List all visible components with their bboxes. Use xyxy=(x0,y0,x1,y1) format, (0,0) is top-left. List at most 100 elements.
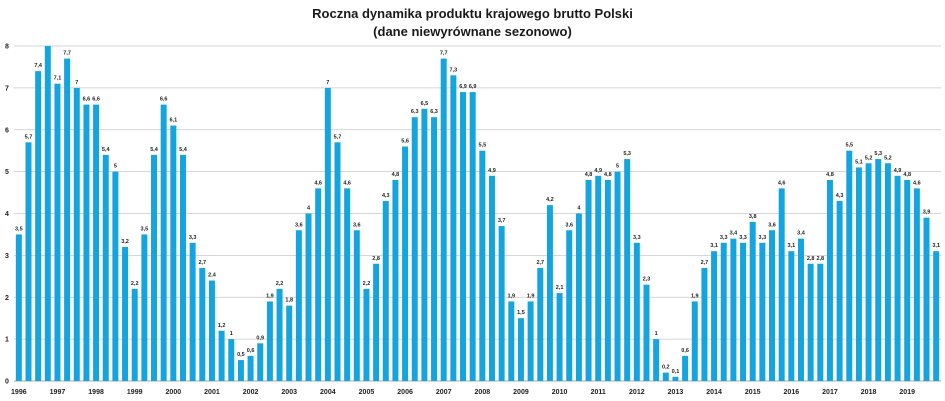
bar xyxy=(151,154,158,381)
data-label: 5,7 xyxy=(334,134,342,140)
data-label: 5,3 xyxy=(623,151,631,157)
x-tick-label: 2006 xyxy=(397,389,413,396)
bar xyxy=(672,376,679,381)
bar xyxy=(633,242,640,381)
data-label: 0,6 xyxy=(681,348,689,354)
bar xyxy=(141,234,148,381)
data-label: 2,2 xyxy=(363,281,371,287)
data-label: 3,6 xyxy=(295,222,303,228)
data-label: 0,5 xyxy=(237,352,245,358)
data-label: 1,8 xyxy=(285,298,293,304)
bar xyxy=(64,58,71,381)
data-label: 6,6 xyxy=(92,97,100,103)
bar xyxy=(189,242,196,381)
data-label: 3,9 xyxy=(923,210,931,216)
data-label: 7 xyxy=(75,80,78,86)
data-label: 5,6 xyxy=(401,139,409,145)
data-label: 1,9 xyxy=(527,293,535,299)
bar xyxy=(913,188,920,381)
bar xyxy=(498,226,505,381)
bar xyxy=(923,217,930,381)
data-label: 3,2 xyxy=(121,239,129,245)
bar xyxy=(546,205,553,381)
bar xyxy=(566,230,573,381)
x-tick-label: 2018 xyxy=(861,389,877,396)
bar xyxy=(131,288,138,381)
data-label: 7,7 xyxy=(440,51,448,57)
bar xyxy=(653,339,660,381)
bar xyxy=(556,293,563,381)
bar xyxy=(373,263,380,381)
x-tick-label: 2005 xyxy=(359,389,375,396)
x-axis-ticks: 1996 1997 1998 1999 2000 2001 2002 2003 2004 2005… xyxy=(11,389,915,396)
data-label: 2,7 xyxy=(701,260,709,266)
bar xyxy=(720,242,727,381)
bar xyxy=(836,200,843,381)
x-tick-label: 1997 xyxy=(50,389,66,396)
bar xyxy=(315,188,322,381)
bar xyxy=(199,267,206,381)
chart-subtitle-line: (dane niewyrównane sezonowo) xyxy=(373,24,572,39)
bar xyxy=(711,251,718,381)
data-label: 6,3 xyxy=(430,109,438,115)
data-label: 5,3 xyxy=(874,151,882,157)
data-label: 4,6 xyxy=(778,180,786,186)
x-tick-label: 2002 xyxy=(243,389,259,396)
bar xyxy=(305,213,312,381)
data-label: 4,9 xyxy=(894,168,902,174)
bar xyxy=(759,242,766,381)
bar xyxy=(344,188,351,381)
data-label: 3,4 xyxy=(797,231,806,237)
bar xyxy=(788,251,795,381)
data-label: 7 xyxy=(326,80,329,86)
data-label: 4,8 xyxy=(826,172,834,178)
x-tick-label: 2011 xyxy=(591,389,606,396)
bar xyxy=(286,305,293,381)
data-label: 3,1 xyxy=(788,243,796,249)
bar xyxy=(208,280,215,381)
x-tick-label: 2017 xyxy=(822,389,838,396)
bar xyxy=(575,213,582,381)
data-label: 4,6 xyxy=(343,180,351,186)
bar xyxy=(730,238,737,381)
bar xyxy=(682,355,689,381)
data-label: 4,8 xyxy=(585,172,593,178)
bar xyxy=(15,234,22,381)
data-label: 2,3 xyxy=(643,277,651,283)
data-label: 5,4 xyxy=(179,147,188,153)
bar xyxy=(353,230,360,381)
data-label: 3,1 xyxy=(710,243,718,249)
data-label: 4,6 xyxy=(314,180,322,186)
bar xyxy=(479,150,486,381)
data-label: 2,8 xyxy=(372,256,380,262)
bar xyxy=(122,247,129,381)
y-tick-label: 6 xyxy=(5,127,9,134)
bar xyxy=(44,46,51,381)
bar xyxy=(749,221,756,381)
bar xyxy=(324,87,331,381)
y-tick-label: 7 xyxy=(5,85,9,92)
grid-lines xyxy=(14,45,941,382)
bar xyxy=(160,104,167,381)
bar xyxy=(334,142,341,381)
x-tick-label: 2000 xyxy=(166,389,182,396)
x-tick-label: 2019 xyxy=(899,389,915,396)
data-label: 4 xyxy=(307,206,311,212)
y-tick-label: 3 xyxy=(5,253,9,260)
x-tick-label: 2008 xyxy=(475,389,491,396)
data-label: 4,9 xyxy=(594,168,602,174)
x-tick-label: 2007 xyxy=(436,389,452,396)
bar xyxy=(826,180,833,381)
bar xyxy=(35,71,42,381)
data-label: 1,9 xyxy=(266,293,274,299)
x-tick-label: 2010 xyxy=(552,389,568,396)
data-label: 4,3 xyxy=(382,193,390,199)
data-label: 4,2 xyxy=(546,197,554,203)
data-label: 3,3 xyxy=(633,235,641,241)
y-tick-label: 5 xyxy=(5,169,9,176)
bar xyxy=(83,104,90,381)
data-labels: 3,55,77,47,17,776,6 6,65,453,22,23,55,46,… xyxy=(15,51,940,375)
bar xyxy=(266,301,273,381)
data-label: 3,7 xyxy=(498,218,506,224)
bar xyxy=(701,267,708,381)
